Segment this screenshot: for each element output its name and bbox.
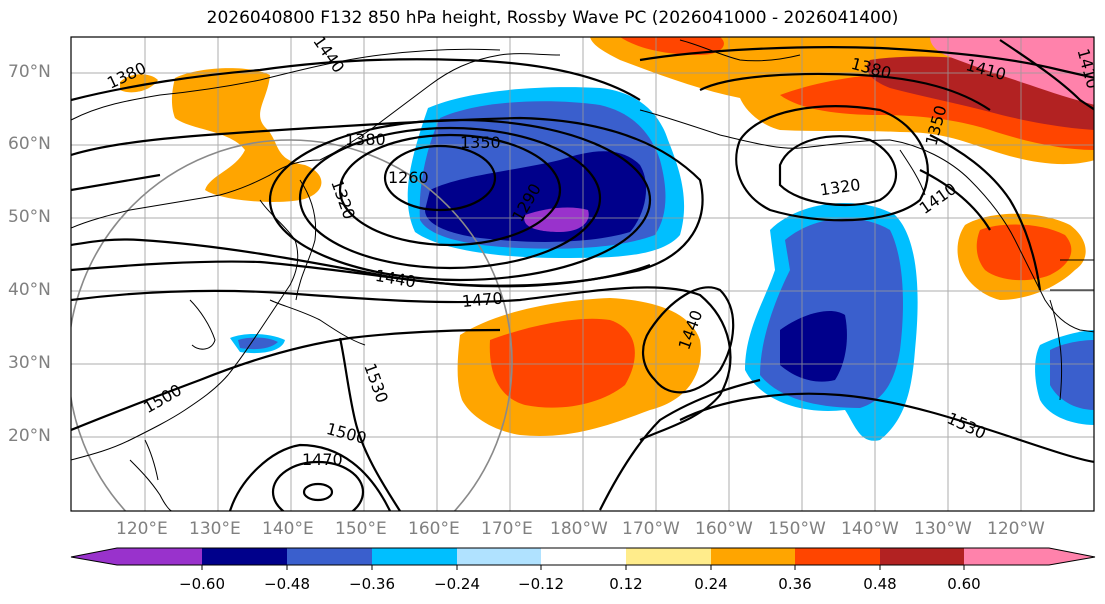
contour-label: 1530 xyxy=(944,409,989,443)
lon-label: 120°W xyxy=(987,519,1045,539)
contour-low-1470 xyxy=(271,460,365,511)
contour-1350-east xyxy=(735,105,929,222)
colorbar-tick-label: −0.12 xyxy=(518,575,564,593)
contour-1470 xyxy=(71,286,732,441)
contour-1320 xyxy=(298,126,602,270)
contour-label: 1440 xyxy=(309,32,348,76)
colorbar-seg xyxy=(202,548,287,565)
contour-label: 1410 xyxy=(916,179,960,218)
contour-label: 1530 xyxy=(360,361,392,406)
colorbar-seg xyxy=(880,548,964,565)
colorbar-tick-label: −0.60 xyxy=(179,575,225,593)
lon-label: 120°E xyxy=(116,519,168,539)
contour-1500 xyxy=(71,328,501,432)
contour-label: 1500 xyxy=(140,380,185,417)
colorbar-seg xyxy=(711,548,795,565)
lat-label: 70°N xyxy=(8,62,51,82)
lon-label: 130°W xyxy=(914,519,972,539)
colorbar-tick-label: 0.12 xyxy=(609,575,643,593)
colorbar-seg xyxy=(964,548,1049,565)
lon-label: 170°W xyxy=(622,519,680,539)
coastlines xyxy=(71,39,1094,511)
colorbar-tick-label: 0.48 xyxy=(863,575,897,593)
contour-1500-south xyxy=(228,443,391,511)
lat-label: 20°N xyxy=(8,426,51,446)
contour-1440-east xyxy=(642,286,735,394)
colorbar-tick-label: −0.24 xyxy=(434,575,480,593)
contour-1440-west xyxy=(71,260,651,288)
colorbar-tick-label: 0.60 xyxy=(947,575,981,593)
lon-label: 140°W xyxy=(841,519,899,539)
colorbar-seg xyxy=(541,548,626,565)
map-plot-area: 1380 1440 1380 1350 1260 1320 1290 1440 … xyxy=(71,32,1094,511)
contour-label: 1440 xyxy=(675,308,707,353)
contour-label: 1500 xyxy=(324,419,368,448)
lat-label: 60°N xyxy=(8,134,51,154)
contour-1320-east xyxy=(778,135,898,207)
contour-1380-east xyxy=(699,72,991,111)
lon-label: 160°E xyxy=(408,519,460,539)
lon-label: 160°W xyxy=(695,519,753,539)
height-contours xyxy=(71,39,1094,511)
lon-label: 130°E xyxy=(189,519,241,539)
contour-1530 xyxy=(338,337,401,511)
lat-label: 40°N xyxy=(8,280,51,300)
contour-label: 1320 xyxy=(819,175,862,199)
colorbar-extend-low xyxy=(71,548,117,565)
contour-1290 xyxy=(338,133,562,247)
colorbar-seg xyxy=(795,548,880,565)
contour-1380-west xyxy=(71,116,704,287)
negative-anomaly-core xyxy=(524,207,589,232)
contour-label: 1350 xyxy=(460,133,501,152)
lon-label: 180°W xyxy=(550,519,608,539)
contour-label: 1260 xyxy=(388,168,429,187)
lon-label: 150°W xyxy=(768,519,826,539)
colorbar-tick-label: −0.48 xyxy=(264,575,310,593)
colorbar-tick-label: 0.36 xyxy=(778,575,812,593)
contour-1530-east xyxy=(679,392,1094,463)
contour-1410 xyxy=(71,58,641,102)
contour-label: 1470 xyxy=(302,450,343,469)
lat-label: 30°N xyxy=(8,353,51,373)
contour-label: 1470 xyxy=(461,288,503,310)
map-frame xyxy=(70,36,1095,512)
range-circle xyxy=(71,139,513,511)
colorbar-seg xyxy=(372,548,457,565)
contour-label: 1380 xyxy=(345,130,386,149)
colorbar-tick-label: −0.36 xyxy=(349,575,395,593)
lat-label: 50°N xyxy=(8,207,51,227)
colorbar-seg xyxy=(457,548,541,565)
contour-1260 xyxy=(383,144,497,212)
lon-label: 170°E xyxy=(481,519,533,539)
colorbar-extend-high xyxy=(1049,548,1095,565)
contour-label: 1320 xyxy=(327,177,359,222)
map-title: 2026040800 F132 850 hPa height, Rossby W… xyxy=(206,8,899,28)
colorbar xyxy=(70,547,1096,570)
contour-label: 1440 xyxy=(374,266,417,292)
colorbar-seg xyxy=(117,548,202,565)
colorbar-seg xyxy=(287,548,372,565)
colorbar-tick-label: 0.24 xyxy=(694,575,728,593)
lon-label: 150°E xyxy=(335,519,387,539)
colorbar-seg xyxy=(626,548,711,565)
lon-label: 140°E xyxy=(262,519,314,539)
contour-1410-east xyxy=(639,46,1094,79)
